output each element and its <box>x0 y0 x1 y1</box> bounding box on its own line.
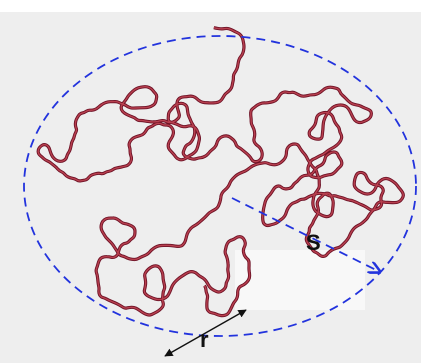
segment-label: r <box>200 327 209 352</box>
diagram: S r <box>0 0 421 363</box>
top-strip <box>0 0 421 12</box>
size-label: S <box>306 230 321 255</box>
page: S r (() => { const data = JSON.parse(doc… <box>0 0 421 363</box>
